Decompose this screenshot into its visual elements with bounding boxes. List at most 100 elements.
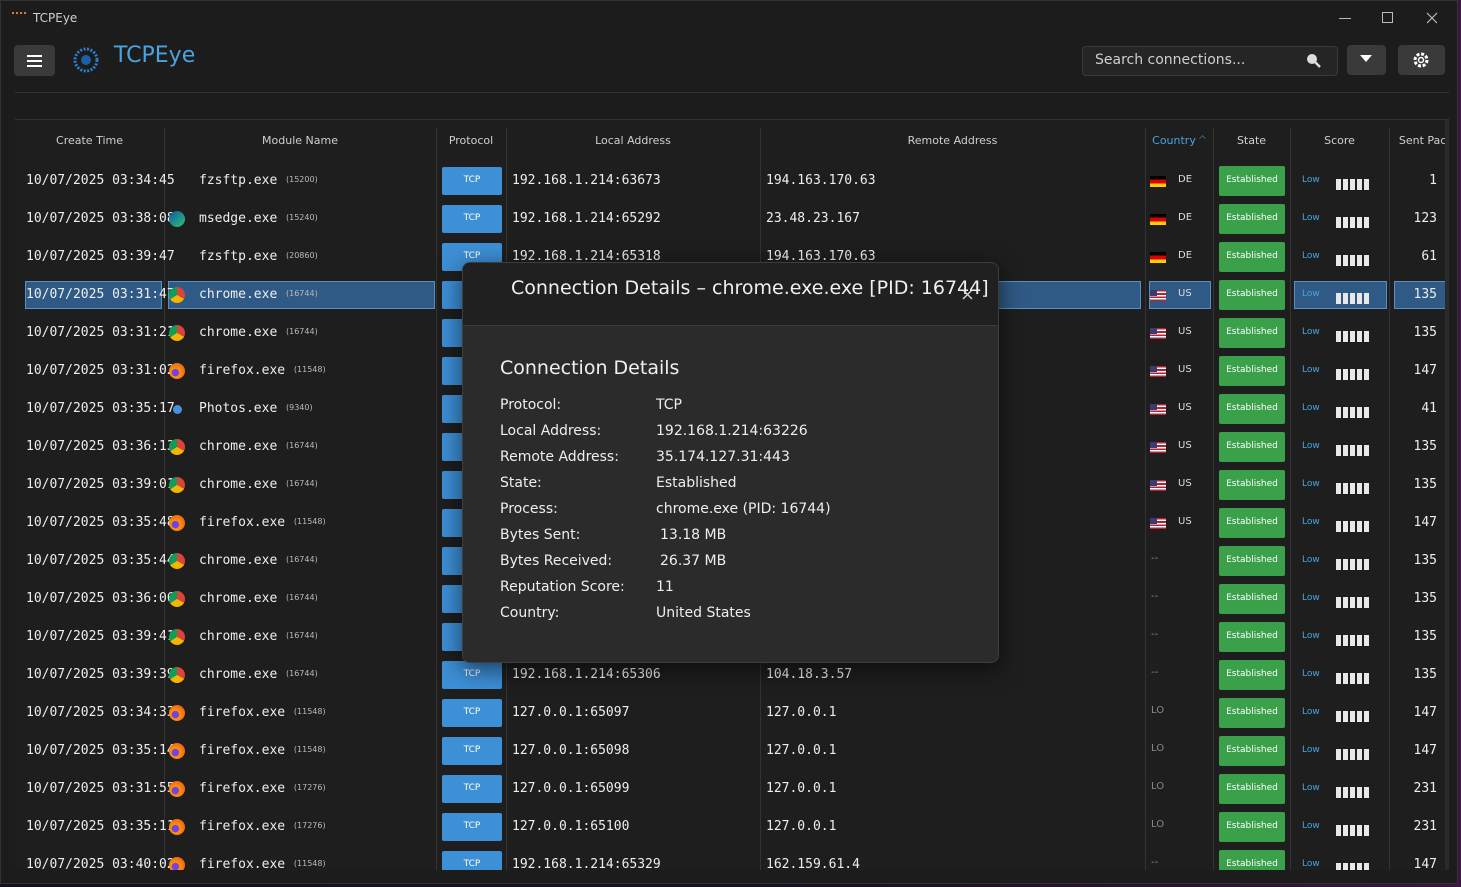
- sent-packets: 135: [1413, 629, 1437, 644]
- state-badge[interactable]: Established: [1219, 242, 1285, 272]
- country-code: US: [1178, 440, 1192, 451]
- state-badge[interactable]: Established: [1219, 470, 1285, 500]
- field-label: Country:: [500, 605, 560, 621]
- table-row[interactable]: 10/07/2025 03:34:45 fzsftp.exe (15200) TCP 1…: [15, 162, 1449, 200]
- state-badge[interactable]: Established: [1219, 584, 1285, 614]
- module-icon: [169, 553, 185, 569]
- column-header[interactable]: State: [1236, 134, 1267, 147]
- state-badge[interactable]: Established: [1219, 546, 1285, 576]
- state-badge[interactable]: Established: [1219, 774, 1285, 804]
- state-badge[interactable]: Established: [1219, 356, 1285, 386]
- table-row[interactable]: 10/07/2025 03:40:02 firefox.exe (11548) TCP…: [15, 846, 1449, 870]
- field-value: chrome.exe (PID: 16744): [656, 501, 831, 517]
- minimize-button[interactable]: [1339, 18, 1351, 19]
- module-icon: [169, 515, 185, 531]
- protocol-badge[interactable]: TCP: [442, 851, 502, 870]
- create-time: 10/07/2025 03:31:02: [26, 363, 175, 378]
- table-row[interactable]: 10/07/2025 03:39:47 fzsftp.exe (20860) TCP 1…: [15, 238, 1449, 276]
- protocol-badge[interactable]: TCP: [442, 699, 502, 727]
- sent-packets: 147: [1413, 515, 1437, 530]
- score-bars: [1336, 251, 1376, 270]
- state-badge[interactable]: Established: [1219, 736, 1285, 766]
- local-address: 127.0.0.1:65100: [512, 819, 630, 834]
- protocol-badge[interactable]: TCP: [442, 661, 502, 689]
- column-header[interactable]: Score: [1324, 134, 1355, 147]
- state-badge[interactable]: Established: [1219, 394, 1285, 424]
- score-bars: [1336, 327, 1376, 346]
- column-header[interactable]: Local Address: [595, 134, 671, 147]
- details-dialog: Connection Details – chrome.exe.exe [PID…: [462, 262, 999, 663]
- sent-packets: 147: [1413, 857, 1437, 870]
- sent-packets: 135: [1413, 439, 1437, 454]
- create-time: 10/07/2025 03:35:11: [26, 819, 175, 834]
- close-button[interactable]: [1426, 12, 1438, 24]
- column-separator: [1145, 128, 1146, 870]
- state-badge[interactable]: Established: [1219, 660, 1285, 690]
- filter-dropdown[interactable]: [1347, 45, 1386, 75]
- process-id: (20860): [286, 251, 318, 260]
- flag-us: [1150, 442, 1166, 453]
- state-badge[interactable]: Established: [1219, 166, 1285, 196]
- module-name: firefox.exe: [199, 515, 286, 530]
- dialog-close[interactable]: [962, 289, 973, 300]
- state-badge[interactable]: Established: [1219, 280, 1285, 310]
- menu-button[interactable]: [14, 45, 55, 76]
- maximize-button[interactable]: [1382, 12, 1393, 23]
- module-icon: [169, 705, 185, 721]
- state-badge[interactable]: Established: [1219, 622, 1285, 652]
- sent-packets: 135: [1413, 667, 1437, 682]
- protocol-badge[interactable]: TCP: [442, 775, 502, 803]
- state-badge[interactable]: Established: [1219, 850, 1285, 870]
- state-badge[interactable]: Established: [1219, 698, 1285, 728]
- table-row[interactable]: 10/07/2025 03:31:47 chrome.exe (16744) US Es…: [15, 276, 1449, 314]
- column-header[interactable]: Protocol: [448, 134, 494, 147]
- field-value: TCP: [656, 397, 682, 413]
- create-time: 10/07/2025 03:35:17: [26, 401, 175, 416]
- table-row[interactable]: 10/07/2025 03:38:08 msedge.exe (15240) TCP 1…: [15, 200, 1449, 238]
- column-separator: [1389, 128, 1390, 870]
- flag-de: [1150, 176, 1166, 187]
- module-name: chrome.exe: [199, 287, 278, 302]
- table-row[interactable]: 10/07/2025 03:36:13 chrome.exe (16744) US Es…: [15, 428, 1449, 466]
- search-box[interactable]: Search connections...: [1082, 46, 1338, 76]
- settings-button[interactable]: [1398, 45, 1445, 75]
- column-header[interactable]: Create Time: [56, 134, 123, 147]
- table-row[interactable]: 10/07/2025 03:34:33 firefox.exe (11548) TCP…: [15, 694, 1449, 732]
- state-badge[interactable]: Established: [1219, 812, 1285, 842]
- module-icon: [169, 287, 185, 303]
- table-row[interactable]: 10/07/2025 03:35:17 Photos.exe (9340) US Est…: [15, 390, 1449, 428]
- country-code: US: [1178, 402, 1192, 413]
- state-badge[interactable]: Established: [1219, 318, 1285, 348]
- process-id: (15200): [286, 175, 318, 184]
- state-badge[interactable]: Established: [1219, 204, 1285, 234]
- column-header[interactable]: Sent Packe: [1398, 134, 1449, 147]
- sent-packets: 135: [1413, 477, 1437, 492]
- protocol-badge[interactable]: TCP: [442, 813, 502, 841]
- score-label: Low: [1302, 707, 1320, 717]
- dialog-title: Connection Details – chrome.exe.exe [PID…: [511, 277, 989, 299]
- sent-packets: 1: [1429, 173, 1437, 188]
- column-header[interactable]: Remote Address: [907, 134, 998, 147]
- table-row[interactable]: 10/07/2025 03:31:55 firefox.exe (17276) TCP…: [15, 770, 1449, 808]
- selection-highlight: [168, 281, 435, 309]
- module-name: firefox.exe: [199, 363, 286, 378]
- process-id: (16744): [286, 479, 318, 488]
- window-title: TCPEye: [33, 11, 78, 25]
- create-time: 10/07/2025 03:39:47: [26, 249, 175, 264]
- table-row[interactable]: 10/07/2025 03:35:14 firefox.exe (11548) TCP…: [15, 732, 1449, 770]
- protocol-badge[interactable]: TCP: [442, 167, 502, 195]
- sent-packets: 61: [1421, 249, 1437, 264]
- score-label: Low: [1302, 365, 1320, 375]
- column-header[interactable]: Country: [1152, 134, 1196, 147]
- protocol-badge[interactable]: TCP: [442, 205, 502, 233]
- table-row[interactable]: 10/07/2025 03:31:21 chrome.exe (16744) US Es…: [15, 314, 1449, 352]
- score-label: Low: [1302, 251, 1320, 261]
- table-row[interactable]: 10/07/2025 03:35:11 firefox.exe (17276) TCP…: [15, 808, 1449, 846]
- flag-de: [1150, 252, 1166, 263]
- state-badge[interactable]: Established: [1219, 508, 1285, 538]
- column-header[interactable]: Module Name: [262, 134, 338, 147]
- table-row[interactable]: 10/07/2025 03:39:39 chrome.exe (16744) TCP 1…: [15, 656, 1449, 694]
- state-badge[interactable]: Established: [1219, 432, 1285, 462]
- protocol-badge[interactable]: TCP: [442, 737, 502, 765]
- module-icon: [169, 743, 185, 759]
